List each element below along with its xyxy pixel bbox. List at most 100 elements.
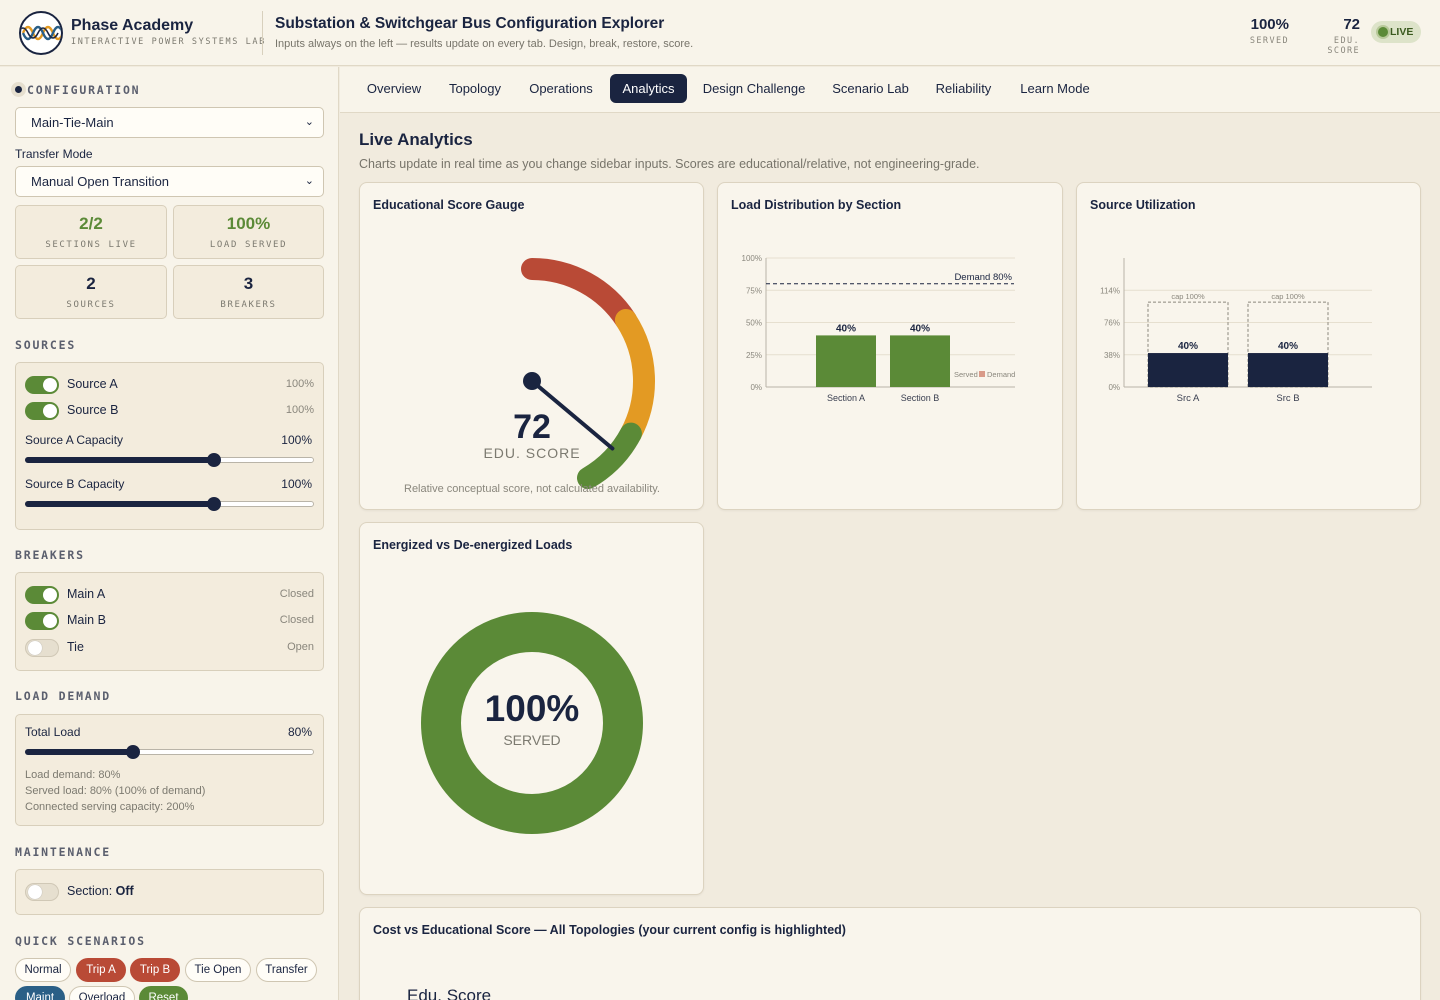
main-a-toggle[interactable] <box>25 586 59 604</box>
x-tick-label: Src A <box>1177 393 1200 404</box>
scenario-tie-open-button[interactable]: Tie Open <box>185 958 251 982</box>
source-b-capacity-value: 100% <box>281 477 312 491</box>
gauge-band <box>521 258 637 331</box>
gauge-note: Relative conceptual score, not calculate… <box>404 483 660 495</box>
source-b-row: Source B 100% <box>25 402 314 420</box>
donut-slice <box>421 612 643 834</box>
tab-reliability[interactable]: Reliability <box>935 81 992 96</box>
y-tick-label: 50% <box>746 319 762 328</box>
source-b-capacity-slider[interactable] <box>25 497 314 511</box>
scenario-trip-a-button[interactable]: Trip A <box>76 958 126 982</box>
tab-operations[interactable]: Operations <box>529 81 593 96</box>
bar <box>816 335 876 387</box>
main-a-row: Main A Closed <box>25 586 314 604</box>
maintenance-toggle[interactable] <box>25 883 59 901</box>
source-a-toggle[interactable] <box>25 376 59 394</box>
source-a-capacity-slider[interactable] <box>25 453 314 467</box>
scenario-maint-button[interactable]: Maint <box>15 986 65 1000</box>
transfer-mode-label: Transfer Mode <box>15 147 93 161</box>
tab-scenario-lab[interactable]: Scenario Lab <box>832 81 909 96</box>
y-tick-label: 38% <box>1104 351 1120 360</box>
page-subtitle: Charts update in real time as you change… <box>359 157 980 171</box>
gauge-band <box>614 309 655 445</box>
logo-icon <box>19 11 63 55</box>
bar-data-label: 40% <box>1178 341 1198 352</box>
tab-overview[interactable]: Overview <box>366 81 422 96</box>
source-b-capacity-label: Source B Capacity <box>25 477 125 491</box>
x-tick-label: Src B <box>1276 393 1299 404</box>
gauge-needle <box>530 379 615 451</box>
load-demand-panel <box>15 714 324 826</box>
sources-heading: SOURCES <box>15 338 77 352</box>
demand-line-label: Demand 80% <box>954 272 1012 283</box>
gauge-label: EDU. SCORE <box>483 445 580 461</box>
y-tick-label: 0% <box>1108 383 1120 392</box>
tab-design-challenge[interactable]: Design Challenge <box>702 81 806 96</box>
main-b-toggle[interactable] <box>25 612 59 630</box>
kpi-score-value: 72 <box>1343 16 1360 33</box>
load-demand-info: Load demand: 80% <box>25 769 121 781</box>
donut-center-value: 100% <box>485 688 580 729</box>
energized-loads-card: Energized vs De-energized Loads 100% SER… <box>359 522 704 895</box>
slider-thumb[interactable] <box>207 497 222 511</box>
transfer-mode-value: Manual Open Transition <box>31 174 170 189</box>
topology-select[interactable]: Main-Tie-Main ⌄ <box>15 107 324 138</box>
total-load-slider[interactable] <box>25 745 314 759</box>
tab-learn-mode[interactable]: Learn Mode <box>1020 81 1090 96</box>
stat-breakers: 3 BREAKERS <box>173 265 324 319</box>
main-b-name: Main B <box>67 613 106 627</box>
bar <box>1148 353 1228 387</box>
main-b-row: Main B Closed <box>25 612 314 630</box>
scenario-normal-button[interactable]: Normal <box>15 958 71 982</box>
tie-toggle[interactable] <box>25 639 59 657</box>
bar-data-label: 40% <box>910 323 930 334</box>
load-demand-heading: LOAD DEMAND <box>15 689 111 703</box>
stat-label: SOURCES <box>66 300 116 310</box>
x-tick-label: Section B <box>901 393 940 403</box>
slider-thumb[interactable] <box>126 745 141 759</box>
bar-data-label: 40% <box>1278 341 1298 352</box>
stat-label: SECTIONS LIVE <box>45 240 137 250</box>
scenario-reset-button[interactable]: Reset <box>139 986 188 1000</box>
scenario-transfer-button[interactable]: Transfer <box>256 958 317 982</box>
maintenance-prefix: Section: <box>67 884 113 898</box>
card-title: Source Utilization <box>1090 198 1196 212</box>
source-a-capacity-label: Source A Capacity <box>25 433 124 447</box>
bar <box>1248 353 1328 387</box>
maintenance-row: Section: Off <box>25 883 314 901</box>
app-subtitle: Inputs always on the left — results upda… <box>275 38 694 50</box>
legend-swatch <box>979 371 985 377</box>
maintenance-heading: MAINTENANCE <box>15 845 111 859</box>
main-a-name: Main A <box>67 587 106 601</box>
stat-sources: 2 SOURCES <box>15 265 167 319</box>
scenario-trip-b-button[interactable]: Trip B <box>130 958 180 982</box>
main-a-state: Closed <box>279 588 314 600</box>
breakers-panel <box>15 572 324 671</box>
tab-analytics[interactable]: Analytics <box>610 74 687 103</box>
source-a-value: 100% <box>285 378 314 390</box>
stat-sections-live: 2/2 SECTIONS LIVE <box>15 205 167 259</box>
bar <box>890 335 950 387</box>
source-a-row: Source A 100% <box>25 376 314 394</box>
capacity-label: cap 100% <box>1171 292 1205 301</box>
slider-thumb[interactable] <box>207 453 222 467</box>
serving-capacity-info: Connected serving capacity: 200% <box>25 801 195 813</box>
configuration-heading: CONFIGURATION <box>15 83 140 97</box>
chevron-down-icon: ⌄ <box>304 116 314 128</box>
tie-state: Open <box>287 641 314 653</box>
transfer-mode-select[interactable]: Manual Open Transition ⌄ <box>15 166 324 197</box>
donut-center-label: SERVED <box>503 732 560 748</box>
scenario-overload-button[interactable]: Overload <box>69 986 135 1000</box>
y-tick-label: 76% <box>1104 319 1120 328</box>
gauge-band <box>577 422 642 489</box>
legend-served: Served <box>954 370 978 379</box>
app-title: Substation & Switchgear Bus Configuratio… <box>275 15 665 32</box>
source-b-toggle[interactable] <box>25 402 59 420</box>
source-b-name: Source B <box>67 403 119 417</box>
chevron-down-icon: ⌄ <box>304 175 314 187</box>
tab-topology[interactable]: Topology <box>448 81 502 96</box>
bar-data-label: 40% <box>836 323 856 334</box>
maintenance-value: Off <box>115 884 134 898</box>
live-label: LIVE <box>1390 26 1414 38</box>
load-distribution-chart: 0% 25% 50% 75% 100% Demand 80% 40% Section A 40%… <box>742 254 1016 403</box>
